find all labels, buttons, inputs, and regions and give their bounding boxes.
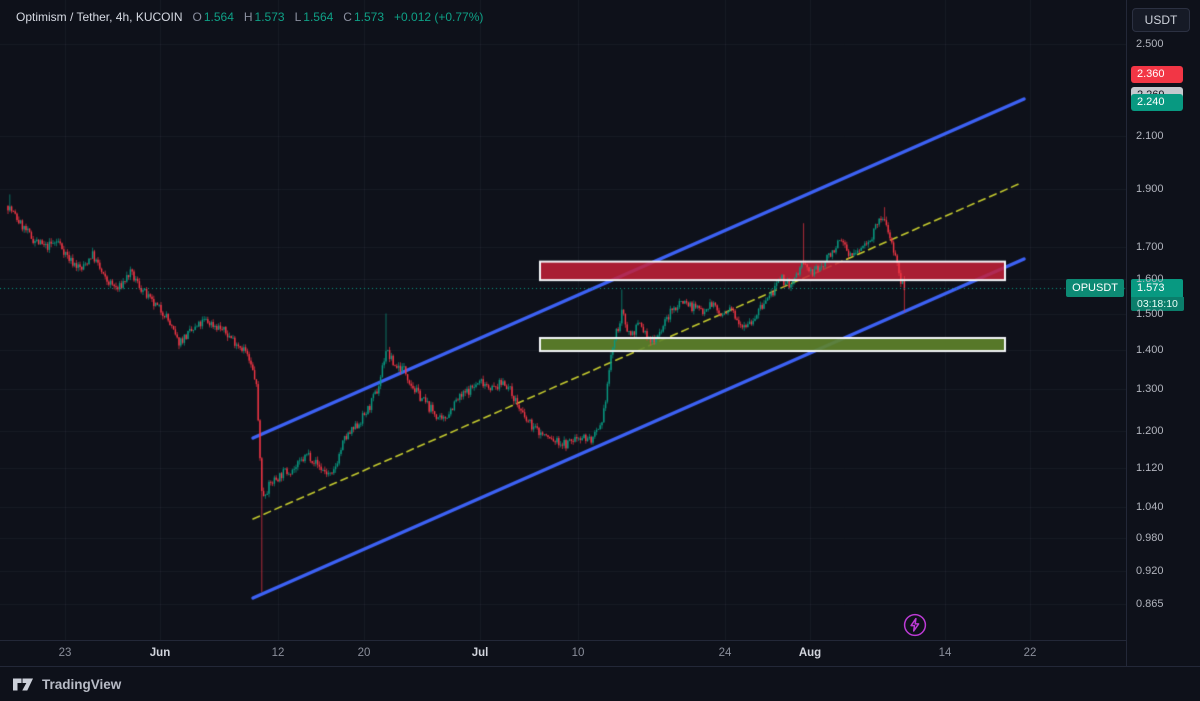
lightning-bolt-icon: [903, 613, 927, 637]
last-price-symbol-tag: OPUSDT: [1066, 279, 1124, 298]
tradingview-logo[interactable]: TradingView: [12, 677, 121, 692]
time-tick-label: 14: [938, 647, 952, 659]
price-tick-label: 1.200: [1136, 425, 1164, 438]
price-tick-label: 2.100: [1136, 129, 1164, 142]
bottom-toolbar: TradingView: [0, 666, 1200, 701]
time-tick-label: 24: [718, 647, 732, 659]
price-change: +0.012 (+0.77%): [394, 10, 484, 24]
price-tick-label: 1.600: [1136, 273, 1164, 286]
price-tick-label: 1.040: [1136, 500, 1164, 513]
time-tick-label: Jul: [471, 647, 489, 659]
ohlc-open: O 1.564: [192, 10, 234, 24]
price-tick-label: 1.120: [1136, 461, 1164, 474]
price-tick-label: 1.300: [1136, 383, 1164, 395]
price-tick-label: 2.500: [1136, 38, 1164, 50]
time-tick-label: 12: [271, 647, 285, 659]
price-tick-label: 1.400: [1136, 343, 1164, 356]
price-tick-label: 1.900: [1136, 182, 1164, 195]
time-tick-label: 10: [571, 647, 585, 659]
price-tick-label: 0.980: [1136, 532, 1164, 545]
tradingview-wordmark: TradingView: [42, 676, 122, 692]
ohlc-close: C 1.573: [343, 10, 384, 24]
price-tick-label: 0.920: [1136, 565, 1164, 578]
alert-price-badge[interactable]: 2.240: [1131, 93, 1183, 111]
currency-toggle-button[interactable]: USDT: [1132, 8, 1190, 32]
price-tick-label: 1.500: [1136, 307, 1164, 320]
tradingview-logo-icon: [13, 678, 33, 690]
time-tick-label: 23: [58, 647, 72, 659]
time-tick-label: Jun: [149, 647, 171, 659]
time-tick-label: 22: [1023, 647, 1037, 659]
price-chart-canvas[interactable]: [0, 0, 1126, 640]
alert-price-badge[interactable]: 2.360: [1131, 66, 1183, 84]
price-tick-label: 1.700: [1136, 241, 1164, 254]
boost-button[interactable]: [903, 613, 927, 637]
price-axis[interactable]: USDT 1.573 03:18:10 2.500 2.100 1.900 1.700…: [1126, 0, 1200, 666]
chart-legend: Optimism / Tether, 4h, KUCOIN O 1.564 H …: [16, 10, 483, 24]
price-tick-label: 0.865: [1136, 597, 1164, 610]
time-tick-label: Aug: [798, 647, 822, 659]
time-tick-label: 20: [357, 647, 371, 659]
last-price-badge: 1.573: [1131, 279, 1183, 298]
time-axis[interactable]: 23 Jun 12 20 Jul 10 24 Aug 14 22: [0, 640, 1200, 667]
ohlc-high: H 1.573: [243, 10, 285, 24]
ohlc-low: L 1.564: [294, 10, 334, 24]
bar-countdown-badge: 03:18:10: [1131, 297, 1184, 312]
symbol-title[interactable]: Optimism / Tether, 4h, KUCOIN: [16, 10, 183, 24]
